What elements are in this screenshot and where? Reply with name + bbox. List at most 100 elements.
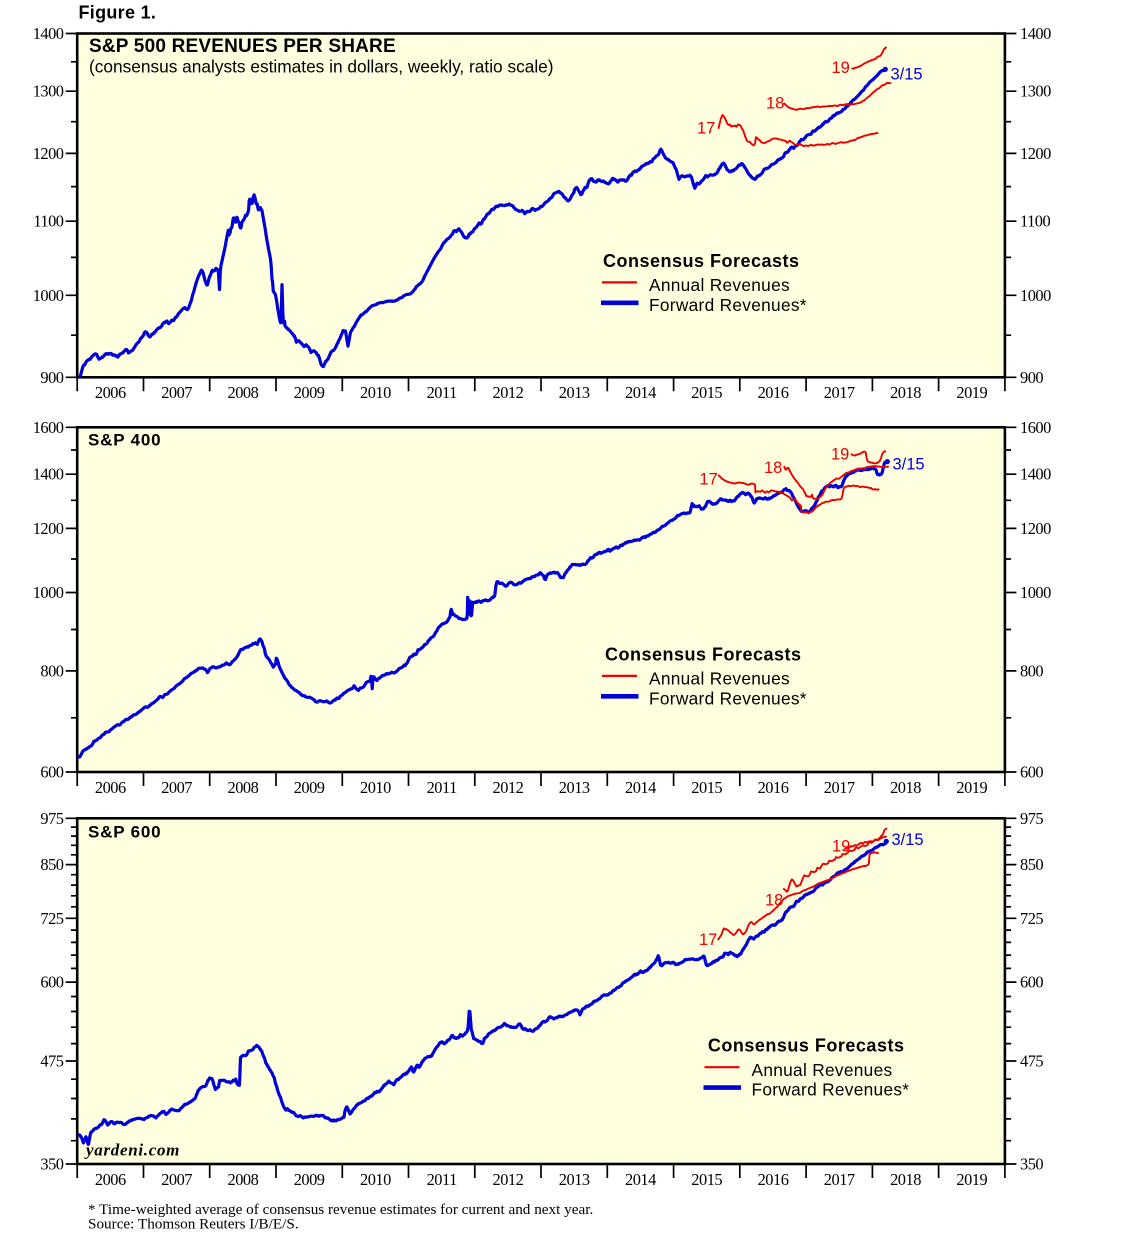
svg-text:19: 19 xyxy=(831,446,849,464)
svg-text:2012: 2012 xyxy=(493,383,524,402)
svg-text:1400: 1400 xyxy=(1020,465,1051,484)
svg-text:850: 850 xyxy=(1020,855,1043,874)
svg-text:1200: 1200 xyxy=(1020,144,1051,163)
svg-text:19: 19 xyxy=(832,59,850,77)
svg-text:2016: 2016 xyxy=(758,1170,789,1189)
svg-text:850: 850 xyxy=(40,855,63,874)
svg-text:1300: 1300 xyxy=(1020,82,1051,101)
svg-text:Annual Revenues: Annual Revenues xyxy=(752,1060,893,1080)
svg-text:900: 900 xyxy=(40,368,63,387)
svg-text:350: 350 xyxy=(40,1155,63,1174)
svg-text:2015: 2015 xyxy=(691,1170,722,1189)
svg-text:S&P 600: S&P 600 xyxy=(88,823,161,842)
svg-text:975: 975 xyxy=(1020,809,1043,828)
svg-text:600: 600 xyxy=(1020,763,1043,782)
svg-text:1000: 1000 xyxy=(1020,286,1051,305)
svg-text:Consensus Forecasts: Consensus Forecasts xyxy=(605,644,802,664)
svg-text:Consensus Forecasts: Consensus Forecasts xyxy=(708,1036,905,1056)
svg-text:725: 725 xyxy=(1020,909,1043,928)
svg-text:2007: 2007 xyxy=(161,1170,192,1189)
svg-text:600: 600 xyxy=(40,763,63,782)
svg-text:900: 900 xyxy=(1020,368,1043,387)
svg-text:1200: 1200 xyxy=(33,144,64,163)
svg-text:1400: 1400 xyxy=(1020,24,1051,43)
svg-text:1600: 1600 xyxy=(1020,418,1051,437)
svg-text:S&P 500 REVENUES PER SHARE: S&P 500 REVENUES PER SHARE xyxy=(89,36,396,57)
svg-text:2010: 2010 xyxy=(360,1170,391,1189)
svg-text:* Time-weighted average of con: * Time-weighted average of consensus rev… xyxy=(88,1201,593,1218)
svg-text:1000: 1000 xyxy=(1020,583,1051,602)
svg-text:2015: 2015 xyxy=(691,778,722,797)
svg-text:Annual Revenues: Annual Revenues xyxy=(649,275,790,295)
svg-text:2014: 2014 xyxy=(625,1170,656,1189)
svg-text:2017: 2017 xyxy=(824,778,855,797)
svg-text:2006: 2006 xyxy=(95,778,126,797)
svg-text:2014: 2014 xyxy=(625,383,656,402)
svg-text:1200: 1200 xyxy=(1020,519,1051,538)
svg-text:475: 475 xyxy=(1020,1052,1043,1071)
svg-text:18: 18 xyxy=(764,459,782,477)
svg-text:18: 18 xyxy=(765,892,783,910)
svg-text:2010: 2010 xyxy=(360,778,391,797)
svg-text:2009: 2009 xyxy=(294,778,325,797)
svg-text:2009: 2009 xyxy=(294,383,325,402)
svg-text:600: 600 xyxy=(40,973,63,992)
svg-text:2009: 2009 xyxy=(294,1170,325,1189)
svg-text:2008: 2008 xyxy=(228,1170,259,1189)
svg-text:2018: 2018 xyxy=(890,383,921,402)
svg-text:475: 475 xyxy=(40,1052,63,1071)
svg-text:Figure 1.: Figure 1. xyxy=(79,3,157,23)
svg-text:2008: 2008 xyxy=(228,383,259,402)
svg-text:Source: Thomson Reuters I/B/E/: Source: Thomson Reuters I/B/E/S. xyxy=(88,1215,299,1232)
svg-text:Annual Revenues: Annual Revenues xyxy=(649,669,790,689)
svg-text:725: 725 xyxy=(40,909,63,928)
svg-text:2013: 2013 xyxy=(559,383,590,402)
svg-text:2011: 2011 xyxy=(427,383,457,402)
svg-text:1000: 1000 xyxy=(33,583,64,602)
svg-text:Forward Revenues*: Forward Revenues* xyxy=(649,295,807,315)
svg-text:3/15: 3/15 xyxy=(892,831,924,849)
svg-text:2019: 2019 xyxy=(956,778,987,797)
svg-text:2017: 2017 xyxy=(824,1170,855,1189)
svg-text:(consensus analysts estimates: (consensus analysts estimates in dollars… xyxy=(89,57,554,77)
svg-text:1200: 1200 xyxy=(33,519,64,538)
svg-text:2016: 2016 xyxy=(758,778,789,797)
svg-text:2013: 2013 xyxy=(559,1170,590,1189)
svg-text:2007: 2007 xyxy=(161,778,192,797)
svg-text:1600: 1600 xyxy=(33,418,64,437)
svg-text:2017: 2017 xyxy=(824,383,855,402)
svg-text:2018: 2018 xyxy=(890,1170,921,1189)
svg-text:1400: 1400 xyxy=(33,24,64,43)
svg-text:3/15: 3/15 xyxy=(893,456,925,474)
svg-text:yardeni.com: yardeni.com xyxy=(84,1141,180,1160)
svg-text:Forward Revenues*: Forward Revenues* xyxy=(752,1080,910,1100)
svg-text:2012: 2012 xyxy=(493,778,524,797)
svg-text:1000: 1000 xyxy=(33,286,64,305)
svg-text:2006: 2006 xyxy=(95,1170,126,1189)
svg-text:2011: 2011 xyxy=(427,778,457,797)
svg-text:2007: 2007 xyxy=(161,383,192,402)
svg-text:975: 975 xyxy=(40,809,63,828)
svg-text:2018: 2018 xyxy=(890,778,921,797)
svg-text:Consensus Forecasts: Consensus Forecasts xyxy=(603,251,800,271)
svg-text:1100: 1100 xyxy=(33,212,63,231)
svg-text:1100: 1100 xyxy=(1020,212,1050,231)
svg-text:2013: 2013 xyxy=(559,778,590,797)
svg-text:2016: 2016 xyxy=(758,383,789,402)
svg-text:2008: 2008 xyxy=(228,778,259,797)
svg-text:2012: 2012 xyxy=(493,1170,524,1189)
svg-text:1300: 1300 xyxy=(33,82,64,101)
svg-text:800: 800 xyxy=(40,661,63,680)
svg-text:17: 17 xyxy=(699,471,717,489)
svg-text:350: 350 xyxy=(1020,1155,1043,1174)
svg-text:2015: 2015 xyxy=(691,383,722,402)
svg-text:17: 17 xyxy=(699,931,717,949)
svg-text:2011: 2011 xyxy=(427,1170,457,1189)
svg-text:2010: 2010 xyxy=(360,383,391,402)
svg-text:18: 18 xyxy=(766,95,784,113)
svg-text:3/15: 3/15 xyxy=(891,65,923,83)
svg-text:17: 17 xyxy=(697,119,715,137)
svg-text:600: 600 xyxy=(1020,973,1043,992)
svg-text:19: 19 xyxy=(832,838,850,856)
svg-text:2019: 2019 xyxy=(956,383,987,402)
